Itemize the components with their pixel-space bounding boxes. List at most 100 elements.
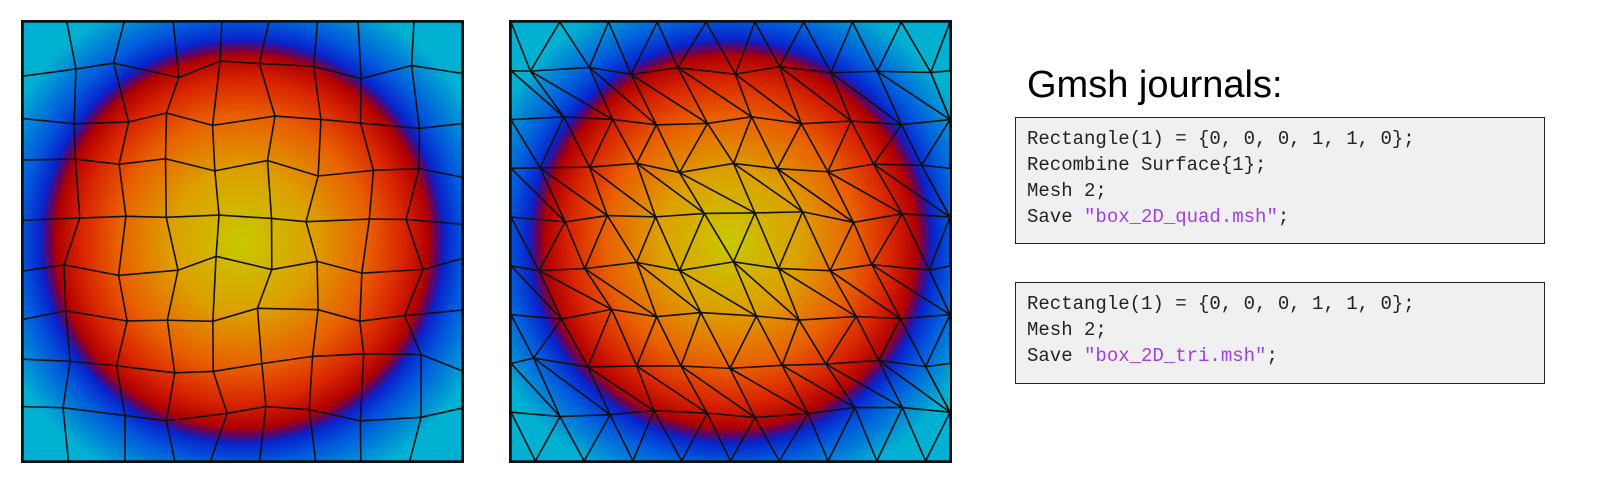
quad-mesh-edge [405, 316, 421, 355]
tri-mesh-edge [877, 22, 901, 71]
tri-mesh-edge [901, 22, 931, 72]
quad-mesh-edge [309, 410, 315, 461]
tri-mesh-edge [565, 222, 585, 269]
tri-mesh-edge [826, 364, 855, 407]
tri-mesh-edge [511, 168, 540, 169]
quad-mesh-plot [21, 20, 464, 463]
tri-mesh-edge [733, 262, 799, 320]
tri-mesh-edge [511, 117, 564, 120]
tri-mesh-edge [780, 67, 852, 121]
tri-mesh-edge [656, 125, 679, 173]
quad-mesh-edge [361, 66, 412, 79]
quad-mesh-edge [166, 217, 178, 270]
tri-mesh-edge [777, 169, 828, 172]
tri-mesh-edge [856, 316, 878, 360]
tri-mesh-edge [733, 262, 756, 316]
tri-mesh-edge [633, 411, 654, 461]
quad-mesh-edge [167, 270, 178, 320]
quad-mesh-edge [166, 113, 167, 159]
quad-mesh-edge [272, 218, 306, 221]
quad-mesh-edge [220, 61, 259, 63]
tri-mesh-edge [828, 121, 851, 172]
tri-mesh-edge [511, 120, 540, 168]
quad-mesh-edge [23, 359, 70, 361]
tri-mesh-edge [828, 164, 874, 172]
tri-mesh-edge [511, 315, 534, 358]
quad-mesh-edge [405, 310, 462, 316]
tri-mesh-edge [830, 271, 900, 319]
quad-mesh-edge [419, 169, 462, 177]
tri-mesh-edge [902, 408, 950, 413]
quad-mesh-edge [119, 159, 165, 164]
quad-mesh-edge [67, 22, 76, 69]
tri-mesh-edge [631, 74, 656, 124]
quad-mesh-edge [129, 113, 167, 122]
quad-mesh-edge [23, 265, 64, 271]
tri-mesh-lines [511, 22, 950, 461]
quad-mesh-edge [268, 161, 272, 219]
tri-mesh-edge [756, 316, 782, 365]
quad-mesh-edge [259, 22, 269, 64]
tri-mesh-edge [612, 309, 637, 366]
tri-mesh-edge [511, 217, 565, 222]
tri-mesh-edge [562, 319, 588, 367]
tri-mesh-edge [879, 360, 926, 366]
tri-mesh-edge [680, 262, 734, 271]
tri-mesh-edge [637, 163, 680, 172]
quad-mesh-edge [360, 321, 364, 354]
tri-mesh-edge [926, 315, 950, 367]
tri-mesh-edge [735, 22, 755, 74]
tri-mesh-edge [565, 216, 607, 222]
tri-mesh-edge [656, 217, 680, 271]
tri-mesh-edge [530, 22, 559, 71]
tri-mesh-edge [679, 173, 704, 214]
tri-mesh-edge [585, 262, 637, 268]
tri-mesh-edge [589, 67, 631, 74]
quad-mesh-edge [80, 216, 126, 218]
tri-mesh-edge [584, 415, 610, 461]
quad-mesh-edge [166, 113, 212, 125]
quad-mesh-edge [266, 407, 309, 410]
quad-mesh-edge [114, 63, 179, 77]
quad-mesh-edge [119, 122, 129, 164]
tri-mesh-edge [752, 117, 802, 124]
tri-mesh-edge [610, 411, 654, 415]
quad-mesh-edge [406, 219, 462, 224]
tri-mesh-edge [828, 408, 855, 461]
quad-mesh-edge [117, 366, 125, 416]
quad-mesh-edge [213, 364, 262, 372]
tri-mesh-edge [902, 214, 929, 270]
quad-mesh-edge [75, 159, 80, 218]
tri-mesh-edge [853, 222, 871, 264]
quad-mesh-edge [64, 265, 66, 311]
tri-mesh-edge [826, 364, 902, 407]
tri-mesh-edge [900, 315, 950, 319]
quad-mesh-edge [23, 159, 75, 160]
tri-code-line-1: Rectangle(1) = {0, 0, 0, 1, 1, 0}; [1027, 293, 1415, 315]
tri-mesh-edge [879, 360, 903, 407]
tri-mesh-edge [682, 413, 708, 461]
quad-code-line-2: Recombine Surface{1}; [1027, 154, 1267, 176]
tri-mesh-edge [590, 119, 613, 167]
quad-mesh-edge [405, 270, 423, 316]
tri-mesh-edge [826, 316, 856, 364]
quad-mesh-edge [76, 63, 114, 69]
tri-mesh-edge [530, 71, 564, 117]
quad-code-save-line: Save "box_2D_quad.msh"; [1027, 204, 1533, 230]
quad-mesh-edge [175, 371, 214, 372]
tri-mesh-edge [562, 309, 612, 319]
tri-mesh-edge [534, 358, 560, 416]
quad-field-gradient [23, 22, 462, 461]
tri-mesh-edge [637, 163, 656, 217]
tri-mesh-edge [590, 167, 656, 217]
tri-mesh-edge [637, 217, 656, 262]
tri-mesh-edge [707, 413, 755, 417]
quad-mesh-edge [166, 421, 174, 461]
quad-mesh-edge [314, 66, 361, 78]
tri-mesh-edge [782, 365, 855, 407]
tri-mesh-edge [872, 265, 900, 319]
quad-mesh-edge [306, 222, 317, 262]
tri-mesh-edge [534, 358, 588, 367]
tri-mesh-edge [511, 266, 539, 271]
tri-mesh-edge [874, 164, 922, 165]
